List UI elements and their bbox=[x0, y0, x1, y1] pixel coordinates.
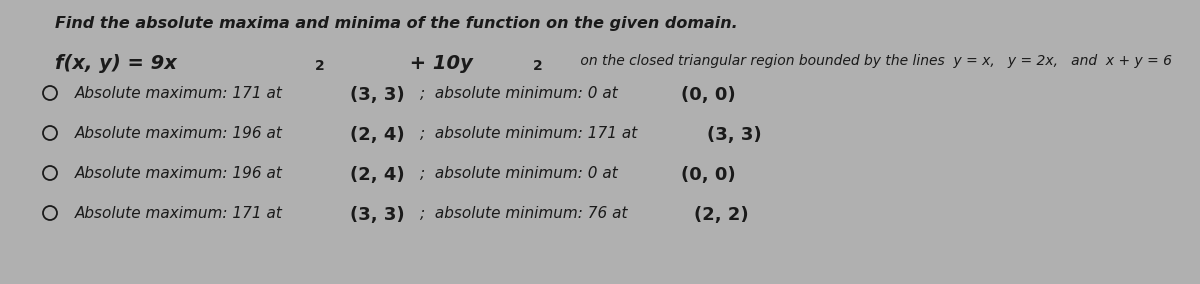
Text: (2, 2): (2, 2) bbox=[694, 206, 749, 224]
Text: Absolute maximum: 196 at: Absolute maximum: 196 at bbox=[74, 166, 288, 181]
Text: (2, 4): (2, 4) bbox=[349, 166, 404, 184]
Text: (3, 3): (3, 3) bbox=[349, 206, 404, 224]
Text: ;  absolute minimum: 0 at: ; absolute minimum: 0 at bbox=[420, 86, 623, 101]
Text: ;  absolute minimum: 171 at: ; absolute minimum: 171 at bbox=[420, 126, 642, 141]
Text: Absolute maximum: 171 at: Absolute maximum: 171 at bbox=[74, 206, 288, 221]
Text: ;  absolute minimum: 76 at: ; absolute minimum: 76 at bbox=[420, 206, 632, 221]
Text: (2, 4): (2, 4) bbox=[349, 126, 404, 144]
Text: on the closed triangular region bounded by the lines  y = x,   y = 2x,   and  x : on the closed triangular region bounded … bbox=[576, 54, 1172, 68]
Text: Absolute maximum: 171 at: Absolute maximum: 171 at bbox=[74, 86, 288, 101]
Text: (0, 0): (0, 0) bbox=[682, 166, 736, 184]
Text: + 10y: + 10y bbox=[403, 54, 473, 73]
Text: ;  absolute minimum: 0 at: ; absolute minimum: 0 at bbox=[420, 166, 623, 181]
Text: Absolute maximum: 196 at: Absolute maximum: 196 at bbox=[74, 126, 288, 141]
Text: Find the absolute maxima and minima of the function on the given domain.: Find the absolute maxima and minima of t… bbox=[55, 16, 738, 31]
Text: (3, 3): (3, 3) bbox=[707, 126, 761, 144]
Text: 2: 2 bbox=[533, 59, 542, 73]
Text: 2: 2 bbox=[314, 59, 324, 73]
Text: f(x, y) = 9x: f(x, y) = 9x bbox=[55, 54, 176, 73]
Text: (3, 3): (3, 3) bbox=[349, 86, 404, 104]
Text: (0, 0): (0, 0) bbox=[682, 86, 736, 104]
